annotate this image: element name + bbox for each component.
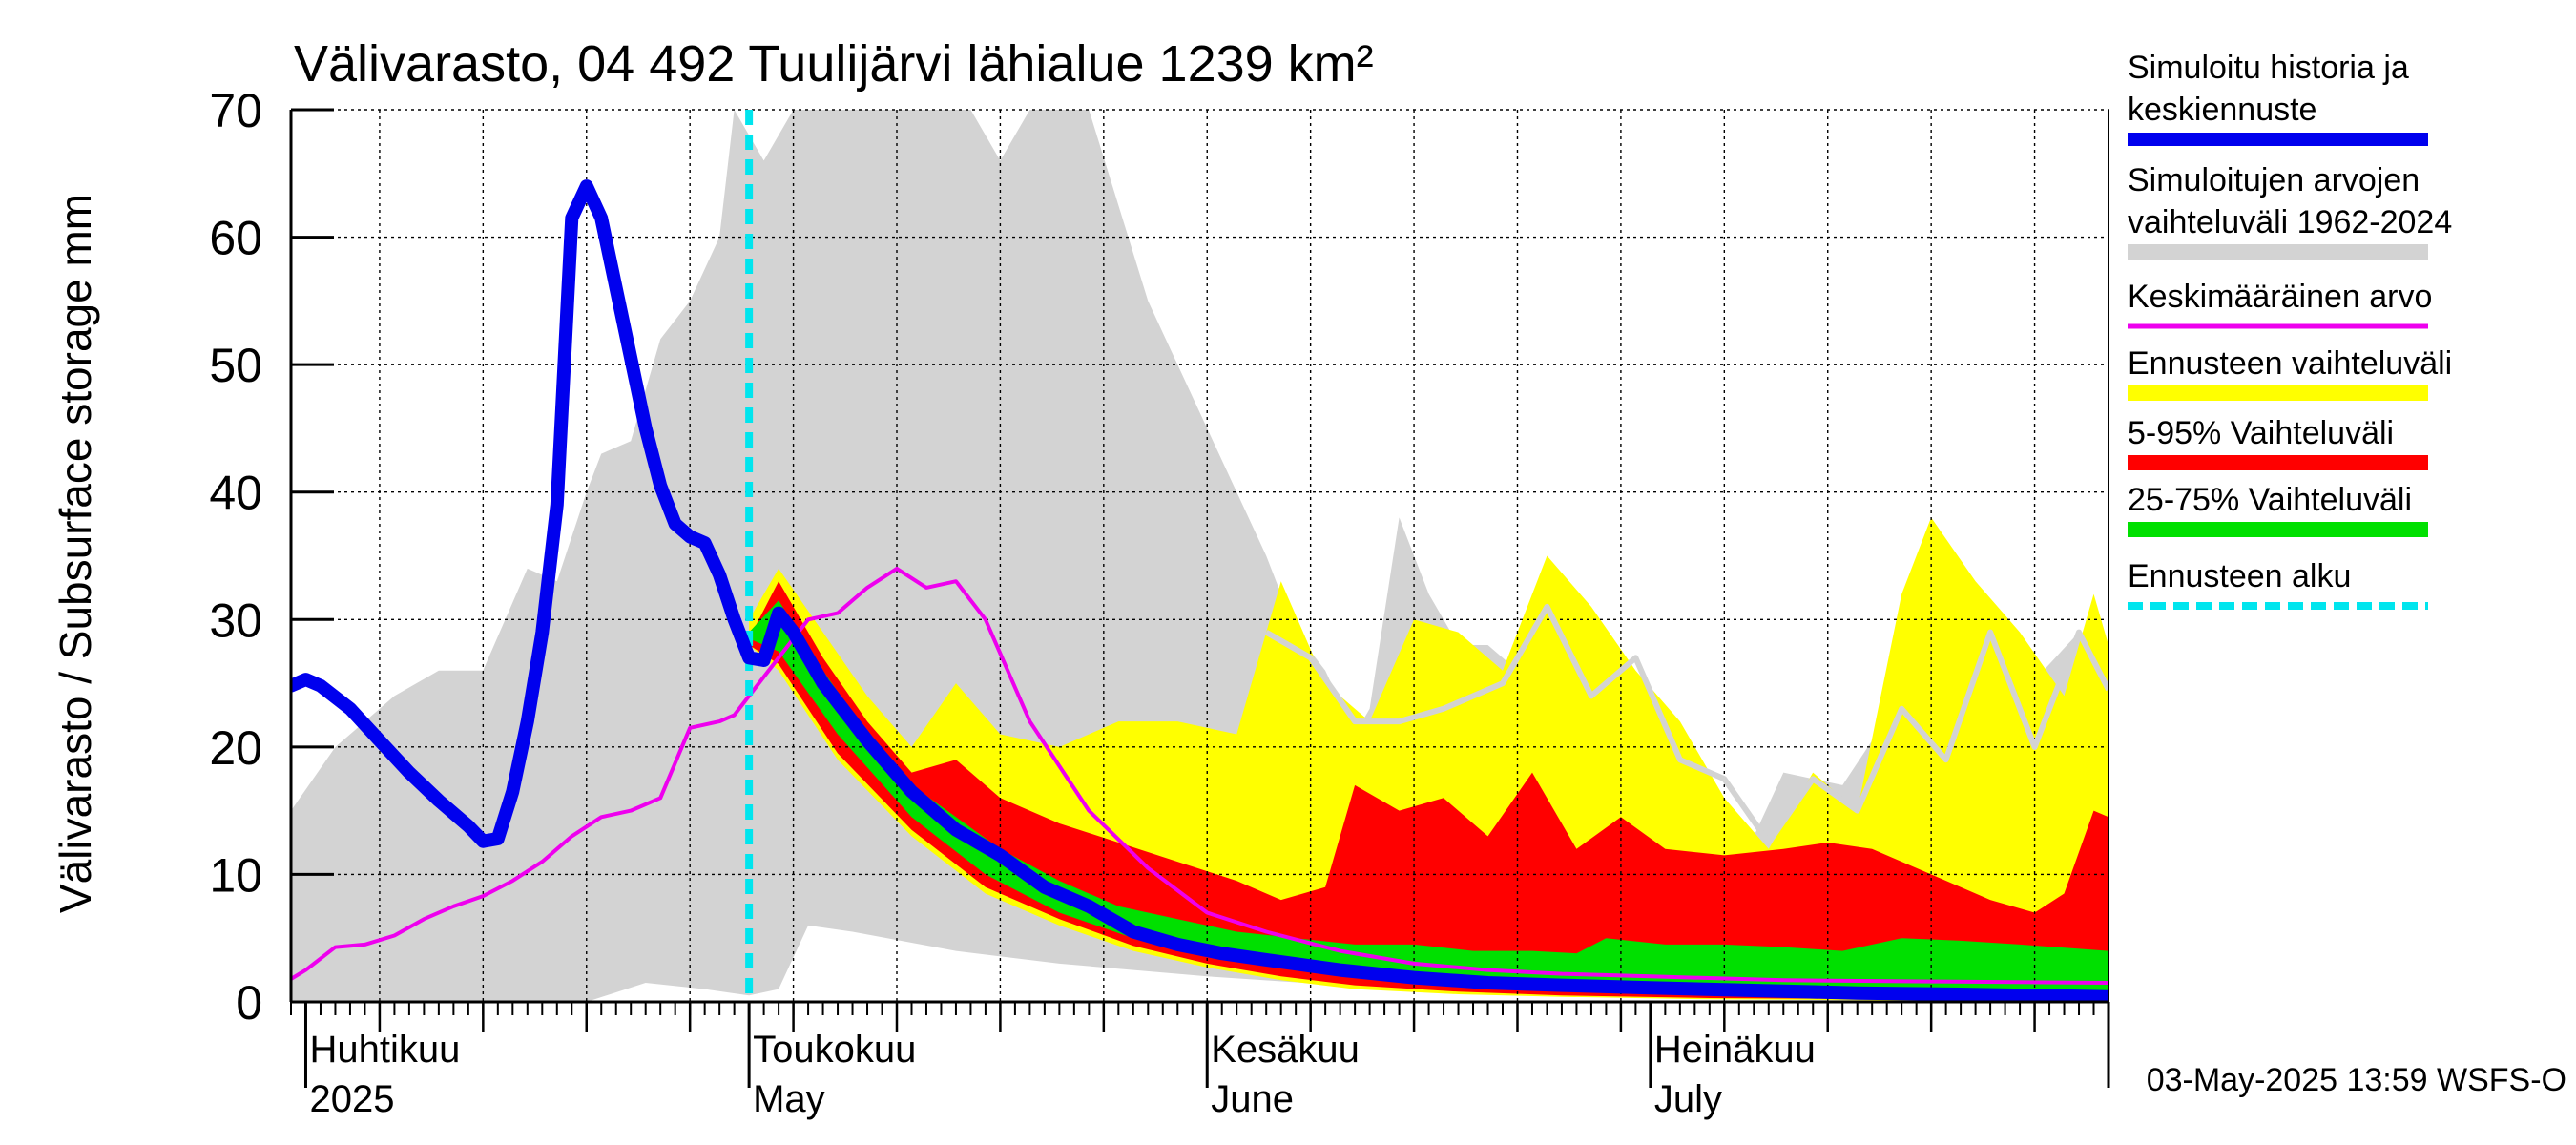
series-mean-line [291,566,2109,985]
x-month-label-en: May [753,1078,825,1120]
y-tick-label: 0 [236,976,262,1030]
y-tick-label: 20 [209,721,262,775]
series-layers [291,110,2109,1002]
x-month-label-en: July [1654,1078,1722,1120]
x-month-label-fi: Toukokuu [753,1029,916,1071]
legend-label: Ennusteen vaihteluväli [2128,345,2452,382]
band-layers [291,110,2109,1002]
legend-label: keskiennuste [2128,92,2316,128]
y-tick-label: 60 [209,212,262,265]
legend: Simuloitu historia ja keskiennuste Simuloi… [2128,50,2452,610]
legend-label: Simuloitujen arvojen [2128,162,2420,198]
legend-label: Keskimääräinen arvo [2128,279,2432,315]
legend-label: Ennusteen alku [2128,558,2351,594]
series-main-line [291,179,2109,1002]
x-month-label-en: 2025 [309,1078,394,1120]
y-tick-label: 70 [209,84,262,137]
y-tick-label: 40 [209,467,262,520]
axes: 0 10 20 30 40 50 60 70 Huhtikuu 2025 Toukokuu May Ke… [209,84,2110,1120]
legend-label: Simuloitu historia ja [2128,50,2409,86]
y-tick-label: 10 [209,848,262,902]
y-tick-label: 50 [209,339,262,392]
x-month-label-en: June [1211,1078,1294,1120]
legend-label: 5-95% Vaihteluväli [2128,415,2394,451]
y-axis-label: Välivarasto / Subsurface storage mm [51,194,100,913]
x-month-label-fi: Kesäkuu [1211,1029,1360,1071]
y-tick-label: 30 [209,593,262,647]
legend-label: 25-75% Vaihteluväli [2128,482,2412,518]
band-3 [749,600,2109,997]
overlay-line-0 [1264,603,2109,845]
x-month-label-fi: Huhtikuu [309,1029,460,1071]
footer-timestamp: 03-May-2025 13:59 WSFS-O [2147,1062,2566,1098]
chart-title: Välivarasto, 04 492 Tuulijärvi lähialue … [294,35,1374,93]
x-month-label-fi: Heinäkuu [1654,1029,1816,1071]
legend-label: vaihteluväli 1962-2024 [2128,204,2452,240]
